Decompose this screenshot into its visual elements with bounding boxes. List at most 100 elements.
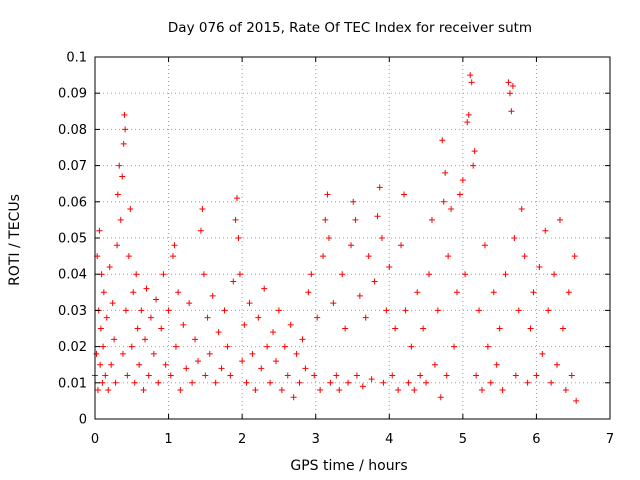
data-point (327, 379, 334, 386)
data-point (278, 387, 285, 394)
data-point (509, 82, 516, 89)
data-point (206, 350, 213, 357)
data-point (426, 271, 433, 278)
data-point (284, 372, 291, 379)
data-point (120, 140, 127, 147)
data-point (239, 358, 246, 365)
y-tick-label: 0.06 (58, 195, 87, 210)
data-point (227, 372, 234, 379)
data-point (322, 216, 329, 223)
data-point (508, 108, 515, 115)
y-tick-label: 0.01 (58, 376, 87, 391)
data-point (302, 365, 309, 372)
data-point (345, 379, 352, 386)
data-point (490, 289, 497, 296)
data-point (142, 336, 149, 343)
data-point (423, 379, 430, 386)
data-point (470, 162, 477, 169)
data-point (512, 372, 519, 379)
data-point (121, 111, 128, 118)
data-point (293, 350, 300, 357)
data-point (336, 387, 343, 394)
x-tick-label: 4 (385, 432, 393, 447)
data-point (320, 253, 327, 260)
data-point (324, 191, 331, 198)
data-point (565, 289, 572, 296)
data-point (453, 289, 460, 296)
data-point (442, 169, 449, 176)
data-point (103, 314, 110, 321)
data-point (167, 372, 174, 379)
y-tick-label: 0.08 (58, 123, 87, 138)
data-point (325, 235, 332, 241)
data-point (374, 213, 381, 220)
data-point (197, 227, 204, 234)
data-point (150, 350, 157, 357)
data-point (114, 242, 121, 249)
data-point (230, 278, 237, 285)
data-point (136, 361, 143, 368)
y-tick-label: 0.04 (58, 268, 87, 283)
data-point (169, 253, 176, 260)
data-point (96, 227, 103, 234)
data-point (165, 307, 172, 314)
data-point (127, 206, 134, 213)
data-point (473, 372, 480, 379)
data-point (249, 350, 256, 357)
data-point (317, 387, 324, 394)
data-point (568, 372, 575, 379)
data-point (551, 271, 558, 278)
data-point (232, 216, 239, 223)
data-point (559, 325, 566, 332)
data-point (131, 379, 138, 386)
data-point (408, 343, 415, 350)
data-point (275, 307, 282, 314)
data-point (476, 307, 483, 314)
x-axis-ticks: 0 1 2 3 4 5 6 7 (91, 57, 614, 447)
data-point (125, 253, 132, 260)
data-point (272, 358, 279, 365)
data-point (431, 361, 438, 368)
data-point (439, 137, 446, 144)
data-point (147, 314, 154, 321)
chart-title: Day 076 of 2015, Rate Of TEC Index for r… (168, 20, 532, 36)
data-point (119, 173, 126, 180)
data-point (524, 379, 531, 386)
data-point (352, 216, 359, 223)
data-point (380, 379, 387, 386)
data-point (462, 271, 469, 278)
data-point (434, 307, 441, 314)
data-point (270, 329, 277, 336)
data-point (180, 321, 187, 328)
data-point (506, 90, 513, 97)
data-point (478, 387, 485, 394)
data-point (401, 191, 407, 198)
data-point (562, 387, 569, 394)
data-point (102, 372, 109, 379)
data-point (398, 242, 405, 249)
data-point (138, 307, 145, 314)
y-tick-label: 0.03 (58, 304, 87, 319)
data-point (353, 372, 360, 379)
data-point (261, 285, 268, 292)
data-point (158, 325, 165, 332)
data-point (192, 336, 199, 343)
data-point (571, 253, 578, 260)
data-point (100, 343, 107, 350)
data-point (233, 195, 240, 202)
data-point (533, 372, 540, 379)
data-point (133, 271, 140, 278)
y-tick-label: 0 (79, 413, 87, 428)
data-point (189, 379, 196, 386)
data-point (200, 271, 207, 278)
data-point (224, 343, 231, 350)
data-point (402, 307, 409, 314)
data-point (311, 372, 318, 379)
data-point (440, 198, 447, 205)
data-point (493, 361, 500, 368)
data-point (290, 394, 297, 401)
data-point (221, 307, 228, 314)
y-tick-label: 0.05 (58, 232, 87, 247)
data-point (287, 321, 294, 328)
